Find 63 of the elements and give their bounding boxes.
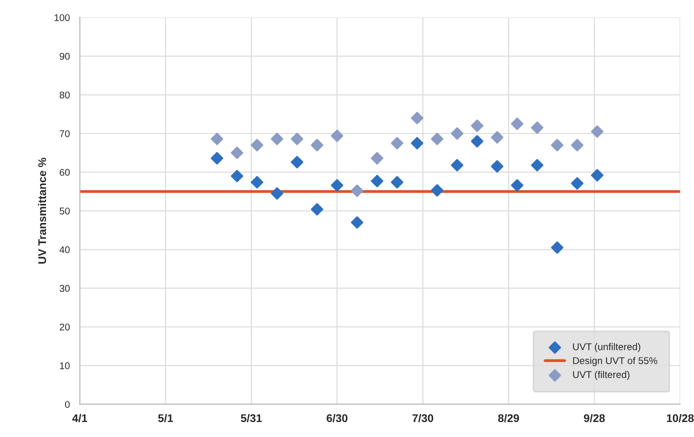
point — [270, 132, 284, 146]
y-tick-label: 0 — [65, 400, 70, 408]
point — [330, 130, 344, 142]
y-tick-label: 80 — [60, 92, 70, 98]
point — [350, 216, 364, 229]
y-tick-label: 70 — [60, 130, 70, 138]
point — [530, 121, 544, 134]
point — [450, 159, 464, 172]
x-tick-label: 4/1 — [72, 414, 88, 422]
point — [410, 112, 424, 124]
y-tick-label: 100 — [54, 14, 70, 22]
point — [310, 203, 324, 216]
point — [530, 159, 544, 172]
point — [350, 184, 364, 197]
y-tick-label: 60 — [60, 168, 70, 176]
point — [210, 152, 224, 164]
legend-label: UVT (unfiltered) — [573, 343, 640, 352]
point — [591, 125, 604, 138]
legend-label: Design UVT of 55% — [573, 356, 658, 366]
point — [470, 135, 484, 148]
x-tick-label: 8/29 — [498, 414, 520, 422]
point — [290, 132, 304, 146]
point — [510, 118, 524, 130]
y-tick-label: 90 — [60, 52, 70, 60]
y-tick-label: 10 — [60, 362, 70, 370]
y-tick-label: 20 — [60, 324, 70, 330]
point — [591, 169, 604, 182]
x-tick-label: 6/30 — [326, 414, 348, 422]
y-axis-title: UV Transmittance % — [38, 158, 46, 264]
x-tick-label: 5/31 — [240, 414, 262, 422]
legend-label: UVT (filtered) — [573, 370, 630, 380]
point — [390, 136, 404, 150]
point — [490, 131, 504, 144]
x-tick-label: 10/28 — [666, 414, 694, 422]
point — [330, 179, 344, 192]
x-tick-label: 9/28 — [584, 414, 605, 422]
point — [550, 138, 564, 152]
point — [410, 136, 424, 150]
point — [510, 179, 524, 192]
y-tick-label: 40 — [60, 246, 70, 254]
x-tick-label: 7/30 — [412, 414, 434, 422]
point — [250, 138, 264, 152]
point — [450, 127, 464, 140]
point — [230, 146, 244, 160]
point — [470, 120, 484, 132]
point — [310, 138, 324, 152]
x-tick-label: 5/1 — [158, 414, 173, 422]
point — [230, 170, 244, 182]
y-tick-label: 30 — [60, 284, 70, 292]
point — [550, 241, 564, 254]
point — [570, 177, 584, 190]
point — [570, 138, 584, 152]
point — [430, 132, 444, 146]
point — [250, 176, 264, 188]
point — [370, 152, 384, 164]
point — [390, 176, 404, 188]
point — [370, 174, 384, 188]
point — [490, 160, 504, 173]
point — [290, 156, 304, 168]
y-tick-label: 50 — [60, 208, 70, 214]
point — [210, 132, 224, 146]
point — [430, 184, 444, 197]
point — [270, 187, 284, 200]
